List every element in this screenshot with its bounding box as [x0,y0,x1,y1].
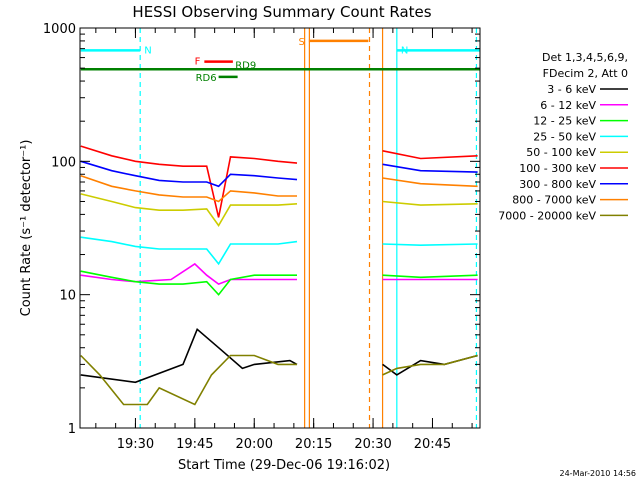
series-line [382,200,478,206]
series-line [80,174,297,203]
generated-timestamp: 24-Mar-2010 14:56 [560,469,637,478]
series-line [382,274,478,279]
series-line [80,354,297,406]
legend-label: 6 - 12 keV [540,99,596,112]
legend-label: 12 - 25 keV [533,115,596,128]
legend-label: 3 - 6 keV [547,83,596,96]
x-tick-label: 19:45 [176,437,213,452]
x-tick-label: 20:00 [236,437,273,452]
series-line [382,243,478,247]
y-tick-label: 100 [51,155,76,170]
annotation-label: F [195,57,201,68]
chart-title: HESSI Observing Summary Count Rates [132,3,431,21]
y-tick-label: 1 [68,422,76,437]
legend-label: 50 - 100 keV [526,146,596,159]
annotation-label: S [299,37,305,48]
y-axis: 1 10 100 1000 [43,22,480,437]
annotation-label: RD6 [196,73,217,84]
series-line [80,236,298,266]
legend-label: 25 - 50 keV [533,130,596,143]
annotation-label: N [401,45,408,56]
legend-header-line: Det 1,3,4,5,6,9, [542,51,628,64]
series-line [80,160,298,188]
legend-label: 7000 - 20000 keV [498,209,596,222]
series-line [80,145,298,218]
legend-header-line: FDecim 2, Att 0 [543,67,628,80]
y-tick-label: 10 [59,289,76,304]
x-tick-label: 20:45 [414,437,451,452]
x-tick-label: 20:30 [354,437,391,452]
x-axis: 19:30 19:45 20:00 20:15 20:30 20:45 [95,28,473,452]
series-line [382,150,478,160]
series-line [80,270,297,296]
series-line [80,327,298,384]
x-tick-label: 20:15 [295,437,332,452]
plot-frame [79,27,481,429]
series-line [382,354,478,376]
plot-area: N N F RD9 RD6 S [79,27,481,429]
y-tick-label: 1000 [43,22,76,37]
data-group [80,39,480,406]
annotation-label: RD9 [235,60,256,71]
y-axis-label: Count Rate (s⁻¹ detector⁻¹) [19,140,34,317]
annotation-label: N [144,45,151,56]
series-line [382,177,478,188]
legend-label: 800 - 7000 keV [512,194,596,207]
series-line [382,163,478,173]
x-tick-label: 19:30 [117,437,154,452]
legend-label: 100 - 300 keV [519,162,596,175]
legend: Det 1,3,4,5,6,9, FDecim 2, Att 0 3 - 6 k… [498,51,628,222]
legend-label: 300 - 800 keV [519,178,596,191]
series-line [80,193,298,227]
x-axis-label: Start Time (29-Dec-06 19:16:02) [178,458,390,473]
